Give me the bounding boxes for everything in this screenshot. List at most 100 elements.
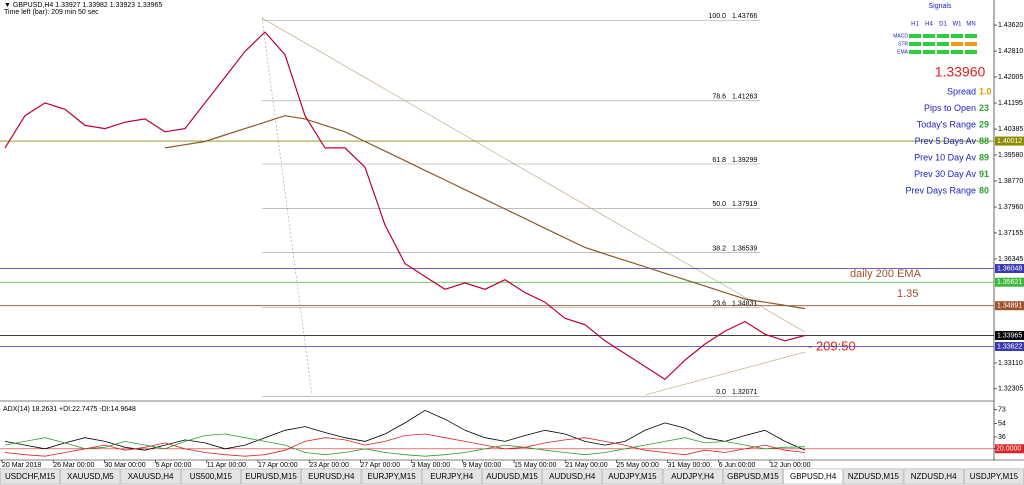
bar-timer: Time left (bar): 209 min 50 sec — [4, 9, 99, 16]
fib-level: 0.0 — [716, 389, 726, 396]
signal-cell — [937, 42, 949, 46]
time-label: 5 Apr 00:00 — [156, 462, 192, 469]
tab[interactable] — [241, 468, 301, 485]
price-tick-label: 1.39580 — [998, 152, 1023, 159]
stat-value: 89 — [979, 152, 989, 162]
price-tick-label: 1.42810 — [998, 48, 1023, 55]
price-label: 1.33965 — [997, 332, 1022, 339]
tab-label[interactable]: AUDUSD,H4 — [549, 472, 596, 481]
trendline — [644, 351, 806, 396]
price-label: 1.33622 — [997, 343, 1022, 350]
trendline — [261, 17, 806, 333]
tab-label[interactable]: XAUUSD,H4 — [128, 472, 174, 481]
stat-value: 23 — [979, 103, 989, 113]
time-label: 9 May 00:00 — [463, 462, 502, 469]
signal-cell — [923, 42, 935, 46]
tab-label[interactable]: AUDUSD,M15 — [486, 472, 538, 481]
tab[interactable] — [723, 468, 783, 485]
price-label-box — [995, 264, 1024, 274]
time-label: 21 May 00:00 — [565, 462, 608, 469]
stat-value: 1.0 — [979, 86, 992, 96]
stat-label: Spread — [947, 86, 976, 96]
tab[interactable] — [421, 468, 482, 485]
fib-level: 61.8 — [712, 157, 726, 164]
tab[interactable] — [120, 468, 181, 485]
signal-column: W1 — [953, 22, 963, 28]
tab[interactable] — [903, 468, 964, 485]
fib-level: 23.6 — [712, 300, 726, 307]
tab-label[interactable]: USDJPY,M15 — [970, 472, 1019, 481]
price-label: 1.35621 — [997, 279, 1022, 286]
time-label: 20 Mar 2018 — [2, 462, 41, 469]
tab-label[interactable]: EURUSD,H4 — [308, 472, 355, 481]
signal-cell — [937, 34, 949, 38]
price-label-box — [995, 277, 1024, 287]
price-tick-label: 1.37155 — [998, 230, 1023, 237]
tab-label[interactable]: AUDJPY,M15 — [608, 472, 657, 481]
signal-cell — [937, 50, 949, 54]
signal-row: MACD — [893, 33, 908, 39]
adx-line — [4, 433, 806, 457]
tab[interactable] — [602, 468, 663, 485]
adx-label-box — [995, 444, 1024, 454]
price-tick-label: 1.32305 — [998, 386, 1023, 393]
tab[interactable] — [843, 468, 904, 485]
stat-value: 80 — [979, 185, 989, 195]
tab[interactable] — [301, 468, 362, 485]
stat-value: 29 — [979, 119, 989, 129]
stat-label: Prev 5 Days Av — [915, 136, 977, 146]
tab-label[interactable]: EURUSD,M15 — [245, 472, 297, 481]
time-label: 25 May 00:00 — [616, 462, 659, 469]
stat-value: 91 — [979, 169, 989, 179]
time-label: 26 Mar 00:00 — [53, 462, 94, 469]
time-label: 27 Apr 00:00 — [360, 462, 400, 469]
tab-label[interactable]: EURJPY,H4 — [430, 472, 474, 481]
fib-price: 1.43766 — [732, 13, 757, 20]
time-label: 6 Jun 00:00 — [719, 462, 756, 469]
tab[interactable] — [361, 468, 422, 485]
fib-price: 1.36539 — [732, 246, 757, 253]
tab-label[interactable]: EURJPY,M15 — [367, 472, 416, 481]
tab-label[interactable]: US500,M15 — [190, 472, 233, 481]
price-label-box — [995, 136, 1024, 146]
tab-label[interactable]: GBPUSD,M15 — [727, 472, 779, 481]
stat-label: Prev 10 Day Av — [914, 152, 976, 162]
time-label: 31 May 00:00 — [668, 462, 711, 469]
price-label: 1.36048 — [997, 265, 1022, 272]
tab-label[interactable]: NZDUSD,H4 — [911, 472, 957, 481]
fib-price: 1.37919 — [732, 201, 757, 208]
adx-tick-label: 20.0000 — [996, 446, 1021, 453]
signal-cell — [923, 50, 935, 54]
tab-label[interactable]: XAUUSD,M5 — [67, 472, 114, 481]
tab[interactable] — [180, 468, 241, 485]
signal-cell — [951, 34, 963, 38]
price-tick-label: 1.33110 — [998, 360, 1023, 367]
signal-cell — [923, 34, 935, 38]
tab-label[interactable]: GBPUSD,H4 — [790, 472, 837, 481]
tab[interactable] — [60, 468, 121, 485]
signal-column: MN — [966, 22, 975, 28]
price-line — [4, 31, 806, 381]
tab-label[interactable]: AUDJPY,H4 — [671, 472, 715, 481]
tab-label[interactable]: USDCHF,M15 — [5, 472, 56, 481]
tab[interactable] — [542, 468, 603, 485]
price-tick-label: 1.36345 — [998, 256, 1023, 263]
tab[interactable] — [482, 468, 542, 485]
price-label: 1.34891 — [997, 303, 1022, 310]
time-label: 11 Apr 00:00 — [207, 462, 246, 469]
fib-level: 50.0 — [712, 201, 726, 208]
price-label-box — [995, 301, 1024, 311]
signal-row: STR — [898, 41, 908, 47]
tab[interactable] — [783, 468, 844, 485]
tab-label[interactable]: NZDUSD,M15 — [848, 472, 900, 481]
tab[interactable] — [662, 468, 723, 485]
signal-column: D1 — [939, 22, 947, 28]
signal-cell — [909, 42, 921, 46]
time-label: 12 Jun 00:00 — [770, 462, 811, 469]
tab[interactable] — [0, 468, 60, 485]
price-tick-label: 1.41195 — [998, 100, 1023, 107]
stat-label: Pips to Open — [924, 103, 976, 113]
ema-annotation: daily 200 EMA — [850, 268, 922, 280]
stat-label: Today's Range — [917, 119, 976, 129]
